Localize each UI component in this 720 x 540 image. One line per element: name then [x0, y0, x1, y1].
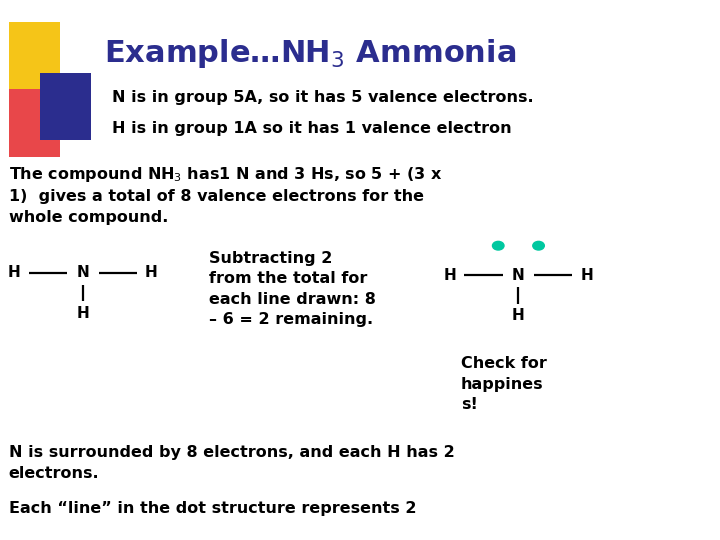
Text: H: H: [580, 268, 593, 283]
Text: N: N: [76, 265, 89, 280]
Text: Example…NH$_3$ Ammonia: Example…NH$_3$ Ammonia: [104, 37, 517, 71]
Text: Subtracting 2
from the total for
each line drawn: 8
– 6 = 2 remaining.: Subtracting 2 from the total for each li…: [209, 251, 376, 327]
Circle shape: [533, 241, 544, 250]
Text: H: H: [76, 306, 89, 321]
Text: H: H: [8, 265, 21, 280]
Bar: [9, 89, 60, 157]
Bar: [40, 73, 91, 140]
Circle shape: [492, 241, 504, 250]
Text: Check for
happines
s!: Check for happines s!: [461, 356, 546, 412]
Text: H: H: [145, 265, 158, 280]
Text: Each “line” in the dot structure represents 2: Each “line” in the dot structure represe…: [9, 501, 416, 516]
Text: The compound NH$_3$ has1 N and 3 Hs, so 5 + (3 x
1)  gives a total of 8 valence : The compound NH$_3$ has1 N and 3 Hs, so …: [9, 165, 442, 225]
Bar: [9, 22, 60, 89]
Text: N: N: [512, 268, 525, 283]
Text: N is surrounded by 8 electrons, and each H has 2
electrons.: N is surrounded by 8 electrons, and each…: [9, 446, 454, 481]
Text: N is in group 5A, so it has 5 valence electrons.: N is in group 5A, so it has 5 valence el…: [112, 90, 534, 105]
Text: H is in group 1A so it has 1 valence electron: H is in group 1A so it has 1 valence ele…: [112, 121, 511, 136]
Text: H: H: [512, 308, 525, 323]
Text: H: H: [444, 268, 456, 283]
